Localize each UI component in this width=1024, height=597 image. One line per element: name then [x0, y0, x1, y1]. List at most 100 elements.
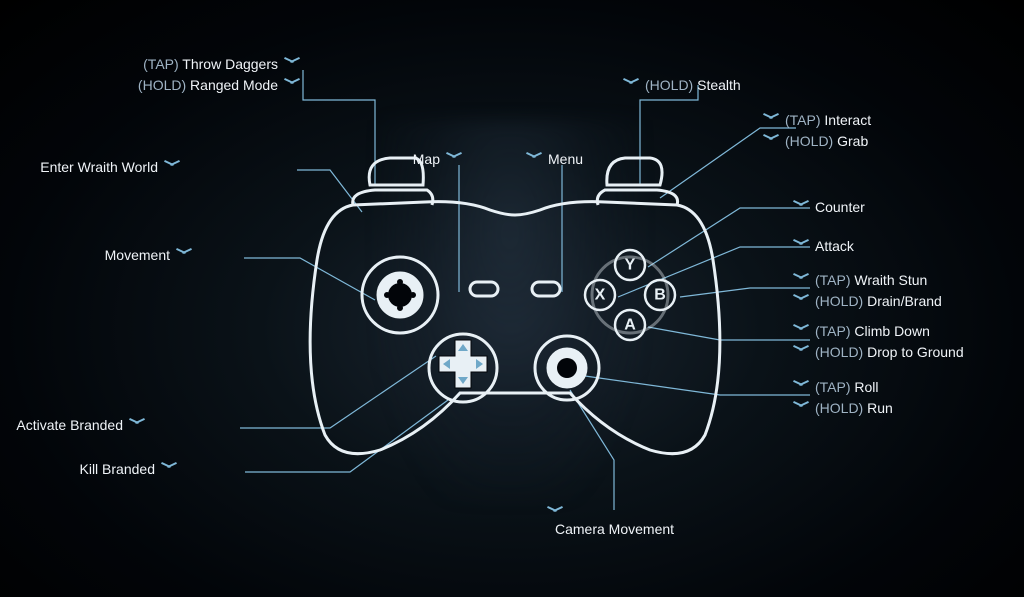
label-rb_hold-modifier: (HOLD) — [785, 133, 833, 149]
button-y-label: Y — [625, 257, 636, 274]
marker-lt_tap — [284, 59, 300, 63]
label-rt_hold: (HOLD) Stealth — [645, 76, 741, 96]
label-ls-action: Movement — [105, 247, 170, 263]
right-trigger — [607, 158, 662, 185]
button-b-label: B — [654, 287, 666, 304]
label-y-action: Counter — [815, 199, 865, 215]
dpad-ring — [429, 334, 497, 402]
button-x-label: X — [595, 287, 606, 304]
button-x — [585, 280, 615, 310]
marker-rs_hold — [793, 403, 809, 407]
label-a_tap-action: Climb Down — [854, 323, 929, 339]
marker-lb — [164, 162, 180, 166]
marker-ls — [176, 250, 192, 254]
label-lt_tap-action: Throw Daggers — [182, 56, 278, 72]
label-a_tap: (TAP) Climb Down — [815, 322, 930, 342]
marker-rs_move — [547, 508, 563, 512]
label-b_hold-action: Drain/Brand — [867, 293, 942, 309]
label-rt_hold-action: Stealth — [697, 77, 741, 93]
marker-y — [793, 202, 809, 206]
label-rt_hold-modifier: (HOLD) — [645, 77, 693, 93]
label-start: Menu — [548, 150, 583, 170]
lt-line — [303, 70, 375, 185]
dpaddn-line — [245, 400, 448, 472]
label-a_hold-action: Drop to Ground — [867, 344, 964, 360]
marker-rb_tap — [763, 115, 779, 119]
marker-x — [793, 241, 809, 245]
rs-line — [585, 376, 810, 395]
ls-line — [244, 258, 375, 300]
marker-b_tap — [793, 275, 809, 279]
label-dpad_dn-action: Kill Branded — [80, 461, 156, 477]
label-a_hold-modifier: (HOLD) — [815, 344, 863, 360]
label-b_tap: (TAP) Wraith Stun — [815, 271, 927, 291]
label-lt_hold-modifier: (HOLD) — [138, 77, 186, 93]
back-button — [470, 282, 498, 296]
label-lt_hold-action: Ranged Mode — [190, 77, 278, 93]
label-rs_move-action: Camera Movement — [555, 521, 674, 537]
controller-diagram: Y X B A — [305, 150, 725, 460]
marker-dpad_up — [129, 420, 145, 424]
marker-back — [446, 154, 462, 158]
label-back: Map — [413, 150, 440, 170]
marker-rs_tap — [793, 382, 809, 386]
marker-lt_hold — [284, 80, 300, 84]
label-lt_tap: (TAP) Throw Daggers — [143, 55, 278, 75]
x-line — [618, 247, 810, 297]
label-back-action: Map — [413, 151, 440, 167]
marker-rt_hold — [623, 80, 639, 84]
label-x: Attack — [815, 237, 854, 257]
right-stick-ring — [535, 336, 599, 400]
label-start-action: Menu — [548, 151, 583, 167]
button-a — [615, 310, 645, 340]
rsmove-line — [570, 390, 614, 510]
label-lt_tap-modifier: (TAP) — [143, 56, 179, 72]
label-b_tap-action: Wraith Stun — [854, 272, 927, 288]
left-bumper — [353, 190, 433, 205]
right-stick-top — [548, 349, 586, 387]
right-bumper — [597, 190, 677, 205]
marker-start — [526, 154, 542, 158]
label-rs_hold-modifier: (HOLD) — [815, 400, 863, 416]
background-character-silhouette — [380, 120, 640, 500]
controller-body — [310, 202, 720, 454]
label-rs_hold: (HOLD) Run — [815, 399, 893, 419]
marker-a_tap — [793, 326, 809, 330]
b-line — [680, 288, 810, 297]
button-y — [615, 250, 645, 280]
label-lb-action: Enter Wraith World — [40, 159, 158, 175]
label-a_hold: (HOLD) Drop to Ground — [815, 343, 964, 363]
label-rs_move: Camera Movement — [555, 520, 674, 540]
label-b_tap-modifier: (TAP) — [815, 272, 851, 288]
label-a_tap-modifier: (TAP) — [815, 323, 851, 339]
start-button — [532, 282, 560, 296]
button-a-label: A — [624, 317, 636, 334]
label-ls: Movement — [105, 246, 170, 266]
label-rs_tap-modifier: (TAP) — [815, 379, 851, 395]
label-rb_tap: (TAP) Interact — [785, 111, 871, 131]
label-b_hold: (HOLD) Drain/Brand — [815, 292, 942, 312]
rb-line — [660, 128, 796, 198]
label-dpad_dn: Kill Branded — [80, 460, 156, 480]
marker-a_hold — [793, 347, 809, 351]
label-rs_tap-action: Roll — [854, 379, 878, 395]
label-rb_hold-action: Grab — [837, 133, 868, 149]
label-rb_hold: (HOLD) Grab — [785, 132, 868, 152]
label-b_hold-modifier: (HOLD) — [815, 293, 863, 309]
label-rb_tap-action: Interact — [824, 112, 871, 128]
dpadup-line — [240, 356, 436, 428]
marker-rb_hold — [763, 136, 779, 140]
label-x-action: Attack — [815, 238, 854, 254]
label-rb_tap-modifier: (TAP) — [785, 112, 821, 128]
label-lb: Enter Wraith World — [40, 158, 158, 178]
label-y: Counter — [815, 198, 865, 218]
marker-b_hold — [793, 296, 809, 300]
label-dpad_up: Activate Branded — [16, 416, 123, 436]
lb-line — [297, 170, 362, 212]
rt-line — [640, 85, 698, 185]
button-b — [645, 280, 675, 310]
label-dpad_up-action: Activate Branded — [16, 417, 123, 433]
left-stick-ring — [362, 257, 438, 333]
left-stick-top — [378, 273, 422, 317]
a-line — [648, 327, 810, 340]
